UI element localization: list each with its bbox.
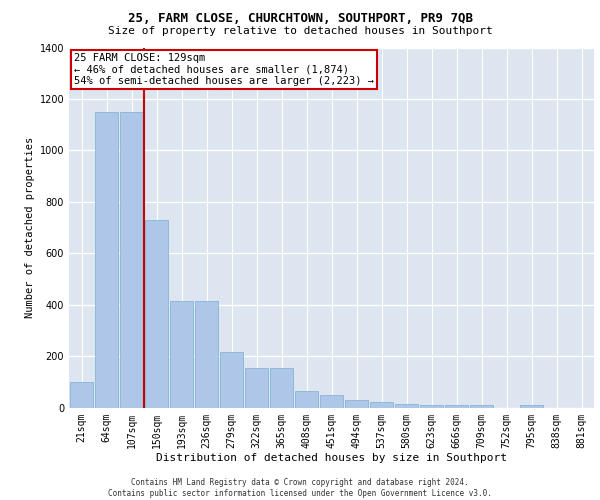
Bar — [195, 301, 218, 408]
Text: Size of property relative to detached houses in Southport: Size of property relative to detached ho… — [107, 26, 493, 36]
Bar — [395, 404, 418, 407]
Bar — [245, 368, 268, 408]
Text: Contains HM Land Registry data © Crown copyright and database right 2024.
Contai: Contains HM Land Registry data © Crown c… — [108, 478, 492, 498]
X-axis label: Distribution of detached houses by size in Southport: Distribution of detached houses by size … — [156, 453, 507, 463]
Bar — [70, 382, 93, 407]
Bar — [320, 394, 343, 407]
Bar — [470, 405, 493, 407]
Bar — [520, 405, 543, 407]
Bar — [445, 405, 468, 407]
Text: 25 FARM CLOSE: 129sqm
← 46% of detached houses are smaller (1,874)
54% of semi-d: 25 FARM CLOSE: 129sqm ← 46% of detached … — [74, 53, 374, 86]
Bar — [370, 402, 393, 407]
Bar — [420, 405, 443, 407]
Bar — [220, 352, 243, 408]
Y-axis label: Number of detached properties: Number of detached properties — [25, 137, 35, 318]
Text: 25, FARM CLOSE, CHURCHTOWN, SOUTHPORT, PR9 7QB: 25, FARM CLOSE, CHURCHTOWN, SOUTHPORT, P… — [128, 12, 473, 26]
Bar — [95, 112, 118, 408]
Bar — [270, 368, 293, 408]
Bar — [295, 391, 318, 407]
Bar — [145, 220, 168, 408]
Bar — [170, 301, 193, 408]
Bar — [120, 112, 143, 408]
Bar — [345, 400, 368, 407]
